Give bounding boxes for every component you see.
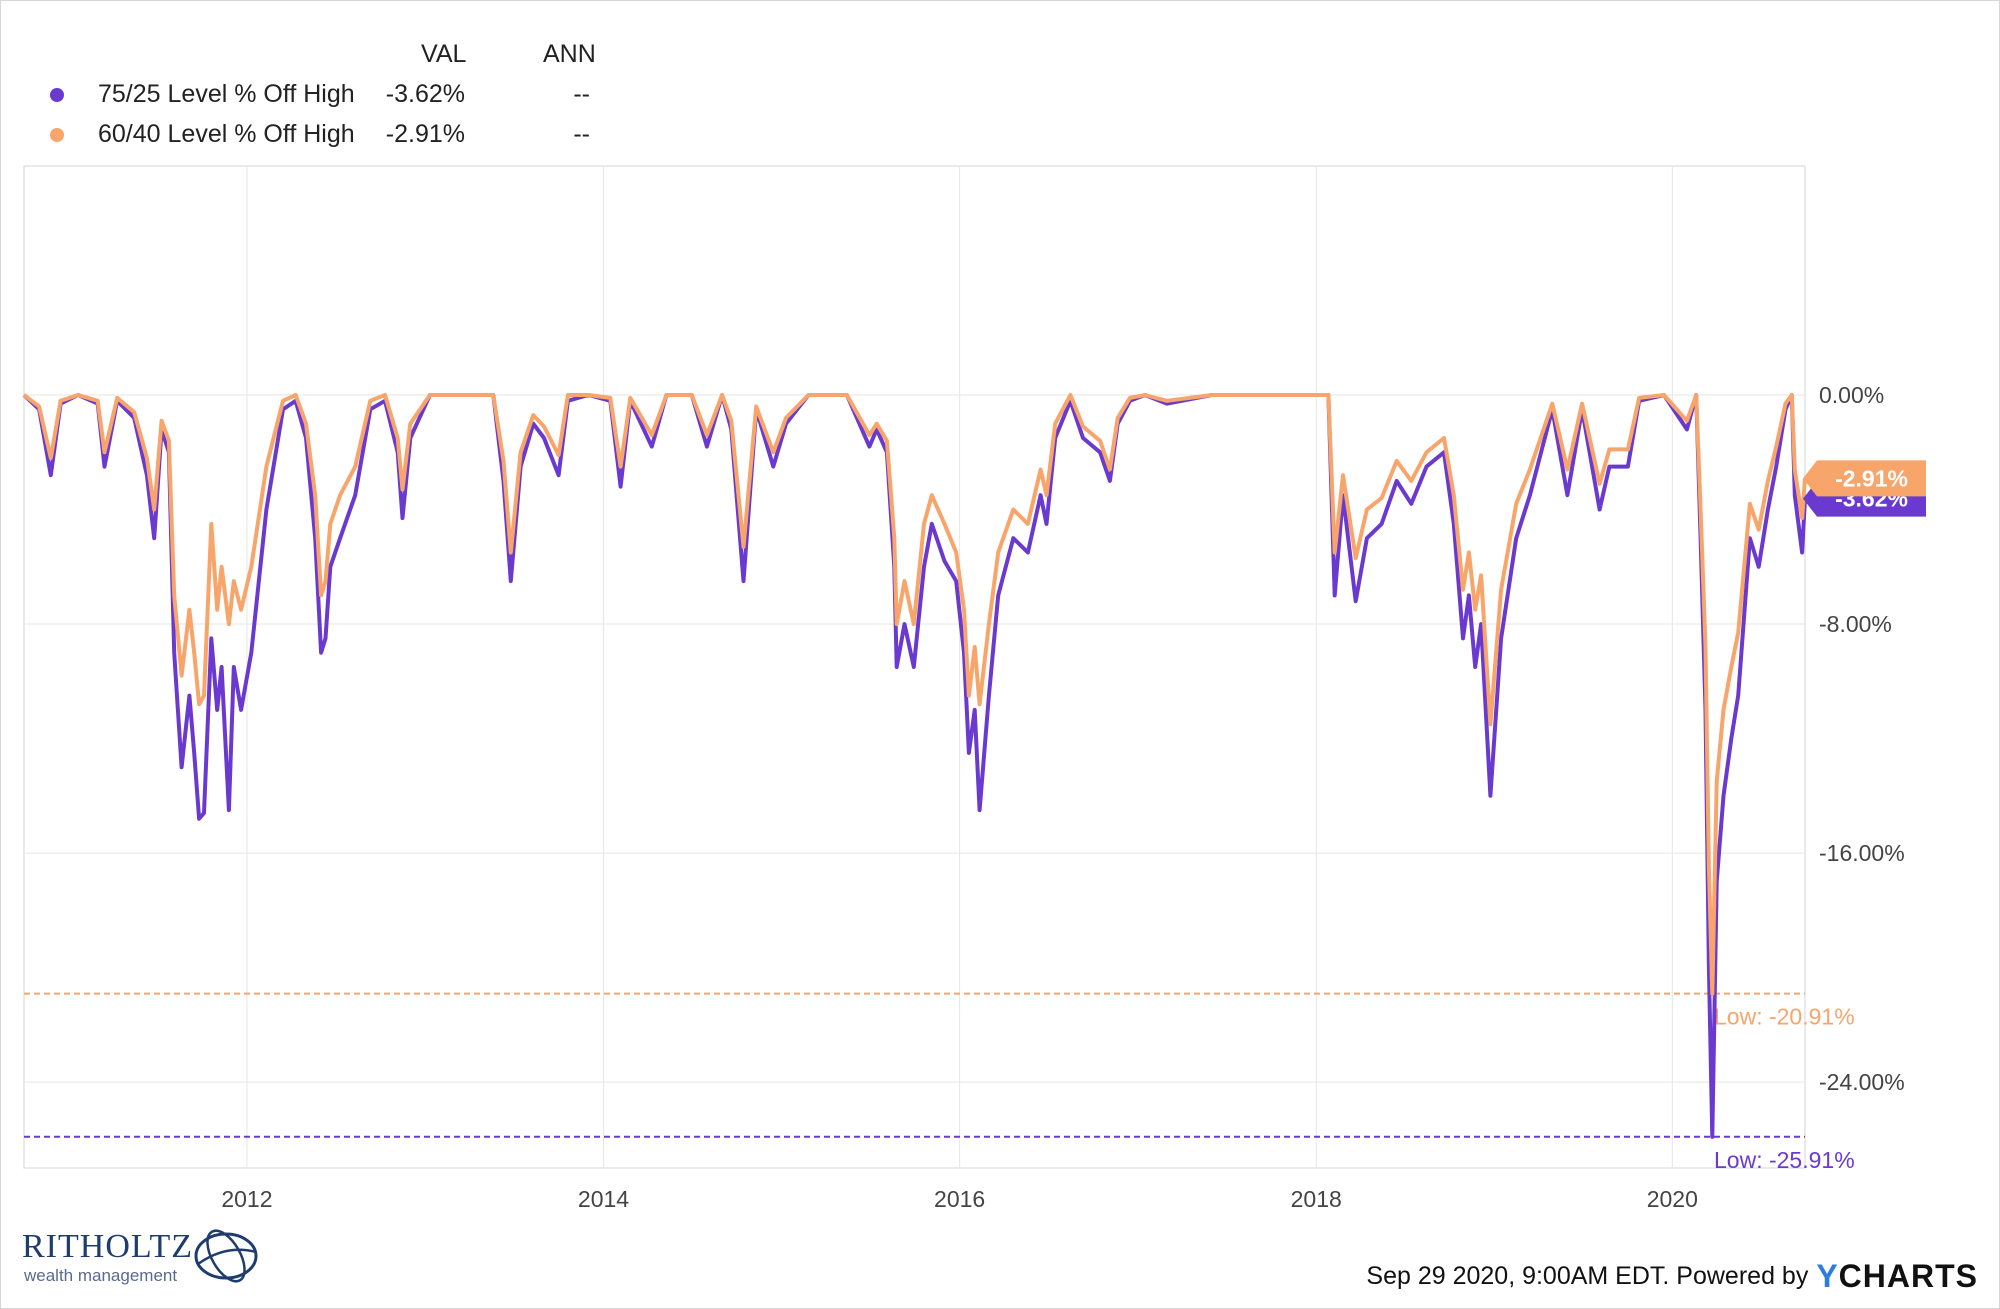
y-tick-label: 0.00% — [1819, 382, 1884, 408]
legend-series-val: -2.91% — [385, 120, 465, 148]
series-line — [22, 393, 1807, 996]
logo-subtitle: wealth management — [24, 1266, 178, 1285]
y-tick-label: -8.00% — [1819, 611, 1892, 637]
low-label: Low: -20.91% — [1714, 1004, 1855, 1030]
footer: Sep 29 2020, 9:00AM EDT. Powered by YCHA… — [1366, 1258, 1978, 1295]
legend-header-ann: ANN — [543, 40, 596, 68]
x-tick-label: 2012 — [221, 1186, 272, 1212]
legend-row-60-40[interactable]: 60/40 Level % Off High -2.91% -- — [50, 116, 610, 152]
legend-series-name: 60/40 Level % Off High — [98, 120, 355, 148]
x-tick-label: 2018 — [1291, 1186, 1342, 1212]
last-value-label: -2.91% — [1835, 465, 1908, 491]
y-tick-label: -24.00% — [1819, 1069, 1905, 1095]
y-tick-label: -16.00% — [1819, 840, 1905, 866]
series-line — [22, 393, 1807, 1139]
footer-timestamp: Sep 29 2020, 9:00AM EDT. Powered by — [1366, 1262, 1809, 1290]
plot-area — [23, 165, 1806, 1169]
ycharts-rest: CHARTS — [1838, 1258, 1978, 1294]
x-tick-label: 2014 — [578, 1186, 629, 1212]
series-dot-icon — [50, 128, 64, 142]
logo-name: RITHOLTZ — [22, 1228, 194, 1265]
x-tick-label: 2020 — [1647, 1186, 1698, 1212]
legend-header-val: VAL — [421, 40, 467, 68]
ycharts-brand[interactable]: YCHARTS — [1816, 1258, 1978, 1295]
legend-row-75-25[interactable]: 75/25 Level % Off High -3.62% -- — [50, 76, 610, 112]
legend-series-name: 75/25 Level % Off High — [98, 80, 355, 108]
last-value-flag — [1803, 460, 1926, 497]
legend-series-ann: -- — [573, 80, 590, 108]
series-dot-icon — [50, 88, 64, 102]
ycharts-y: Y — [1816, 1258, 1839, 1294]
logo-globe-icon — [194, 1229, 258, 1283]
low-label: Low: -25.91% — [1714, 1147, 1855, 1173]
legend-series-val: -3.62% — [385, 80, 465, 108]
ritholtz-logo: RITHOLTZ wealth management — [22, 1228, 258, 1292]
legend-series-ann: -- — [573, 120, 590, 148]
x-tick-label: 2016 — [934, 1186, 985, 1212]
